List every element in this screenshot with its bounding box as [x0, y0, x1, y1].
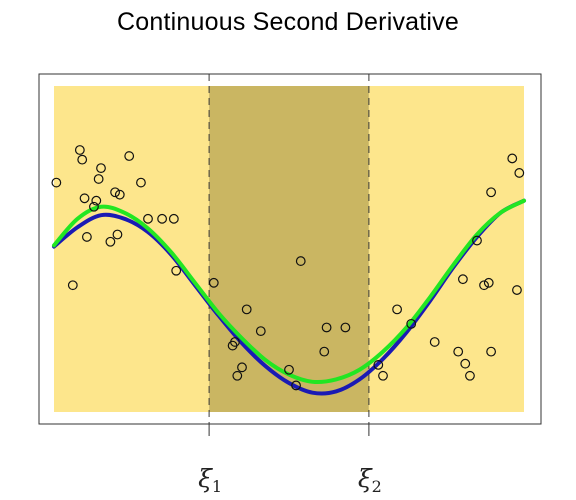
data-point: [291, 380, 301, 391]
data-point: [255, 326, 266, 337]
data-point: [96, 163, 106, 174]
region-2: [209, 86, 369, 412]
knot-label-2: ξ2: [358, 464, 382, 496]
data-point: [507, 153, 518, 164]
data-point: [168, 213, 179, 224]
data-point: [406, 318, 417, 329]
points-layer: [51, 145, 525, 391]
data-point: [465, 370, 475, 381]
data-point: [74, 145, 85, 155]
data-point: [429, 337, 440, 347]
knot-labels-layer: ξ1 ξ2: [198, 464, 382, 496]
data-point: [340, 322, 351, 333]
data-point: [91, 195, 102, 206]
data-point: [486, 187, 497, 198]
regions-layer: [54, 86, 524, 412]
data-point: [77, 154, 88, 165]
data-point: [284, 364, 294, 375]
data-point: [208, 277, 219, 288]
data-point: [114, 189, 125, 200]
data-point: [479, 280, 489, 291]
data-point: [232, 370, 243, 381]
data-point: [230, 337, 240, 347]
data-point: [89, 201, 99, 212]
data-point: [453, 346, 464, 357]
data-point: [321, 322, 332, 333]
data-point: [237, 362, 247, 373]
data-point: [124, 151, 135, 161]
knot-label-1: ξ1: [198, 464, 222, 496]
data-point: [79, 193, 90, 204]
ticks-layer: [208, 424, 370, 436]
data-point: [472, 235, 482, 246]
data-point: [143, 213, 153, 224]
data-point: [295, 256, 306, 266]
data-point: [81, 232, 92, 242]
data-point: [460, 358, 471, 369]
data-point: [67, 280, 78, 291]
data-point: [319, 346, 330, 357]
data-point: [51, 177, 62, 188]
data-point: [483, 277, 494, 288]
chart-title: Continuous Second Derivative: [117, 8, 459, 36]
region-1: [54, 86, 210, 412]
data-point: [112, 229, 123, 240]
data-point: [93, 174, 104, 184]
data-point: [171, 265, 182, 276]
data-point: [458, 274, 468, 285]
data-point: [486, 346, 497, 357]
data-point: [241, 304, 252, 315]
data-point: [512, 285, 522, 295]
data-point: [157, 213, 168, 224]
region-3: [368, 86, 524, 412]
data-point: [373, 360, 384, 370]
data-point: [136, 177, 146, 188]
data-point: [378, 370, 388, 381]
data-point: [110, 187, 120, 198]
data-point: [105, 236, 116, 247]
plot-frame: [38, 73, 542, 425]
data-point: [392, 304, 403, 315]
data-point: [514, 168, 525, 178]
